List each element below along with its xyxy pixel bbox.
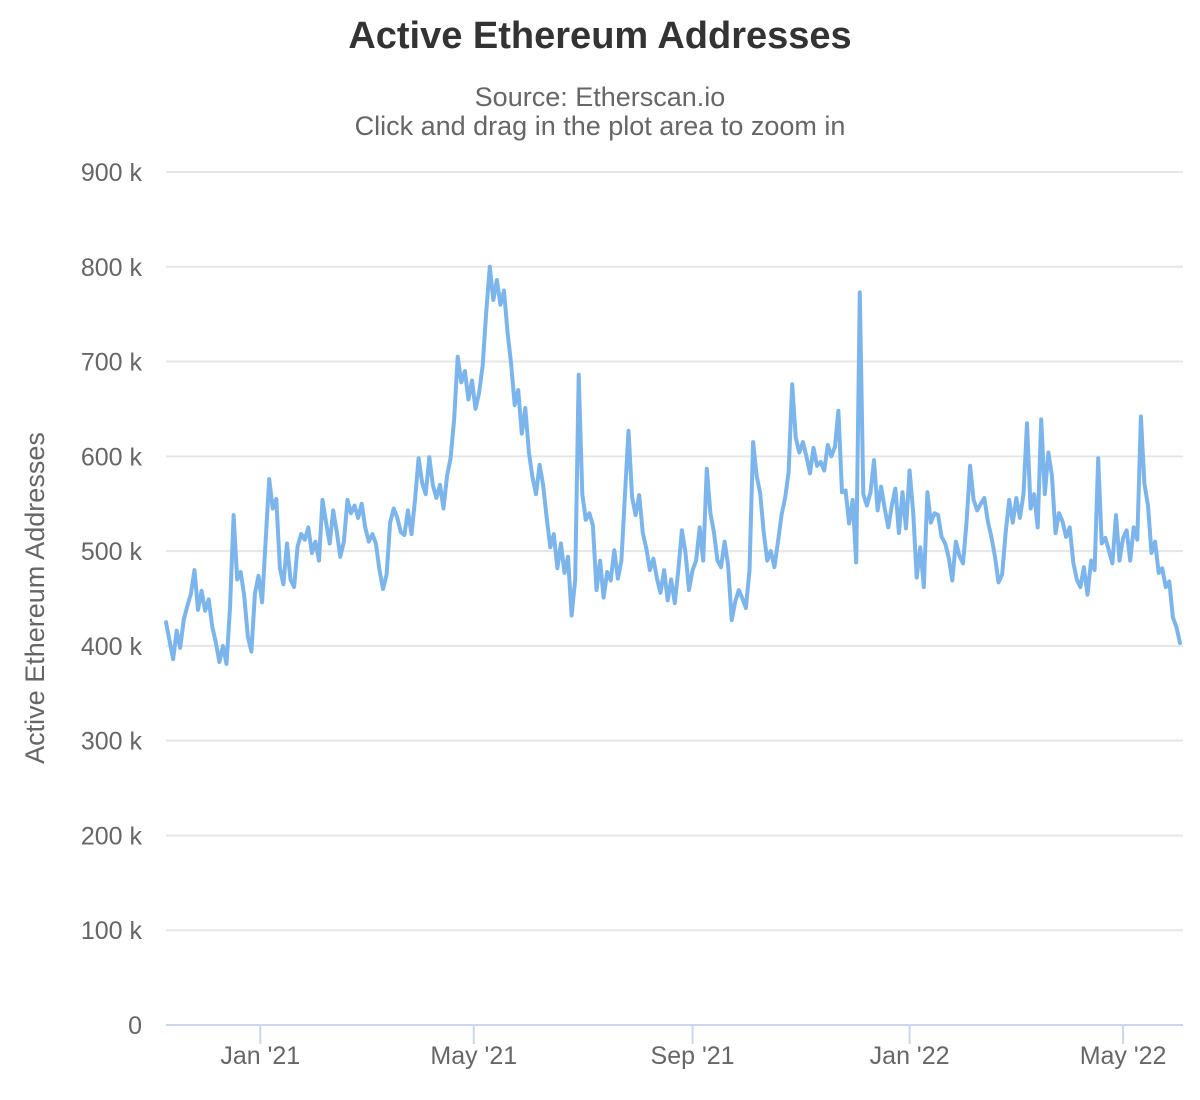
x-axis-tick-label: Jan '21 [220,1042,300,1070]
x-axis-tick-label: May '22 [1080,1042,1167,1070]
x-axis-tick-label: May '21 [430,1042,517,1070]
x-axis-tick-label: Sep '21 [651,1042,735,1070]
y-axis-tick-label: 100 k [81,917,143,945]
y-axis-tick-label: 600 k [81,443,143,471]
y-axis-title: Active Ethereum Addresses [20,432,50,764]
plot-layer: 0 100 k 200 k 300 k 400 k 500 k 600 k 700 k 800 … [81,159,1183,1070]
y-axis-tick-label: 500 k [81,538,143,566]
chart-subtitle-source: Source: Etherscan.io [475,82,726,112]
y-axis-tick-label: 800 k [81,254,143,282]
y-axis-tick-label: 400 k [81,633,143,661]
y-axis-tick-label: 700 k [81,349,143,377]
y-axis-tick-label: 900 k [81,159,143,187]
chart-title: Active Ethereum Addresses [348,15,851,57]
y-axis-tick-label: 300 k [81,728,143,756]
x-axis-tick-label: Jan '22 [870,1042,950,1070]
chart-subtitle-hint: Click and drag in the plot area to zoom … [355,111,846,141]
y-axis-tick-label: 200 k [81,822,143,850]
y-axis-tick-label: 0 [128,1012,142,1040]
series-line-active-ethereum-addresses [164,264,1182,666]
plot-area[interactable] [166,172,1183,1025]
